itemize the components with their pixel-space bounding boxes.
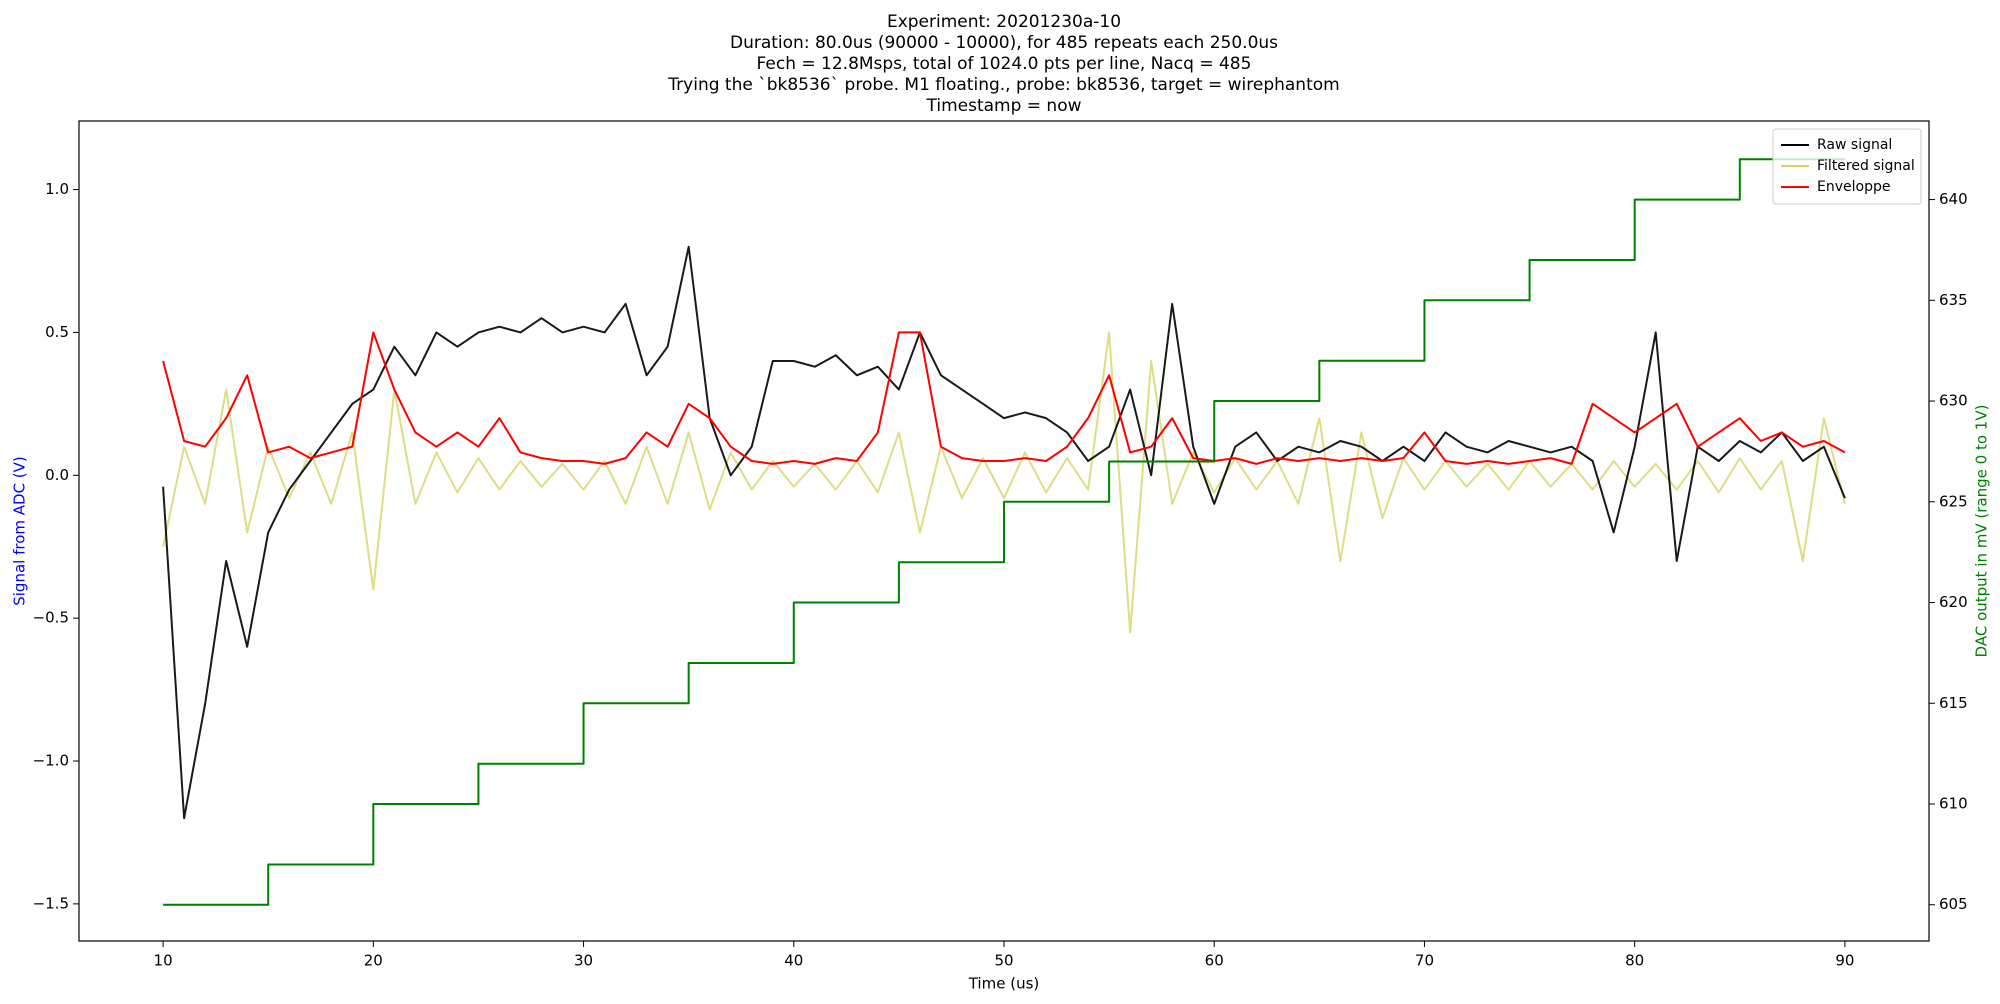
y2-tick-label: 605 xyxy=(1939,895,1968,913)
x-tick-label: 90 xyxy=(1835,952,1854,970)
y-tick-label: −0.5 xyxy=(33,609,69,627)
x-tick-label: 10 xyxy=(154,952,173,970)
y-tick-label: 0.0 xyxy=(45,466,69,484)
chart-title: Trying the `bk8536` probe. M1 floating.,… xyxy=(667,75,1339,95)
y2-tick-label: 610 xyxy=(1939,794,1968,812)
x-tick-label: 60 xyxy=(1205,952,1224,970)
y-axis-label: Signal from ADC (V) xyxy=(11,456,29,606)
x-tick-label: 50 xyxy=(994,952,1013,970)
legend-box xyxy=(1772,128,1922,205)
x-tick-label: 40 xyxy=(784,952,803,970)
y-tick-label: 1.0 xyxy=(45,180,69,198)
plot-frame xyxy=(78,120,1930,942)
series-line xyxy=(162,331,1846,465)
x-tick-label: 20 xyxy=(364,952,383,970)
y2-tick-label: 640 xyxy=(1939,190,1968,208)
series-line xyxy=(162,245,1846,820)
x-tick-label: 70 xyxy=(1415,952,1434,970)
y2-tick-label: 625 xyxy=(1939,492,1968,510)
legend-label: Enveloppe xyxy=(1817,179,1890,195)
y2-axis-label: DAC output in mV (range 0 to 1V) xyxy=(1973,405,1991,658)
chart-title: Duration: 80.0us (90000 - 10000), for 48… xyxy=(730,33,1278,53)
legend-label: Raw signal xyxy=(1817,137,1892,153)
chart-title: Experiment: 20201230a-10 xyxy=(887,12,1121,32)
legend-label: Filtered signal xyxy=(1817,158,1915,174)
y2-tick-label: 630 xyxy=(1939,392,1968,410)
series-line xyxy=(163,158,1845,906)
x-tick-label: 80 xyxy=(1625,952,1644,970)
x-axis-label: Time (us) xyxy=(968,975,1040,993)
y-tick-label: 0.5 xyxy=(45,323,69,341)
x-tick-label: 30 xyxy=(574,952,593,970)
y2-tick-label: 620 xyxy=(1939,593,1968,611)
series-line xyxy=(162,331,1846,634)
chart-title: Fech = 12.8Msps, total of 1024.0 pts per… xyxy=(757,54,1252,74)
y-tick-label: −1.0 xyxy=(33,752,69,770)
y2-tick-label: 615 xyxy=(1939,694,1968,712)
y2-tick-label: 635 xyxy=(1939,291,1968,309)
chart-title: Timestamp = now xyxy=(925,96,1081,116)
y-tick-label: −1.5 xyxy=(33,894,69,912)
